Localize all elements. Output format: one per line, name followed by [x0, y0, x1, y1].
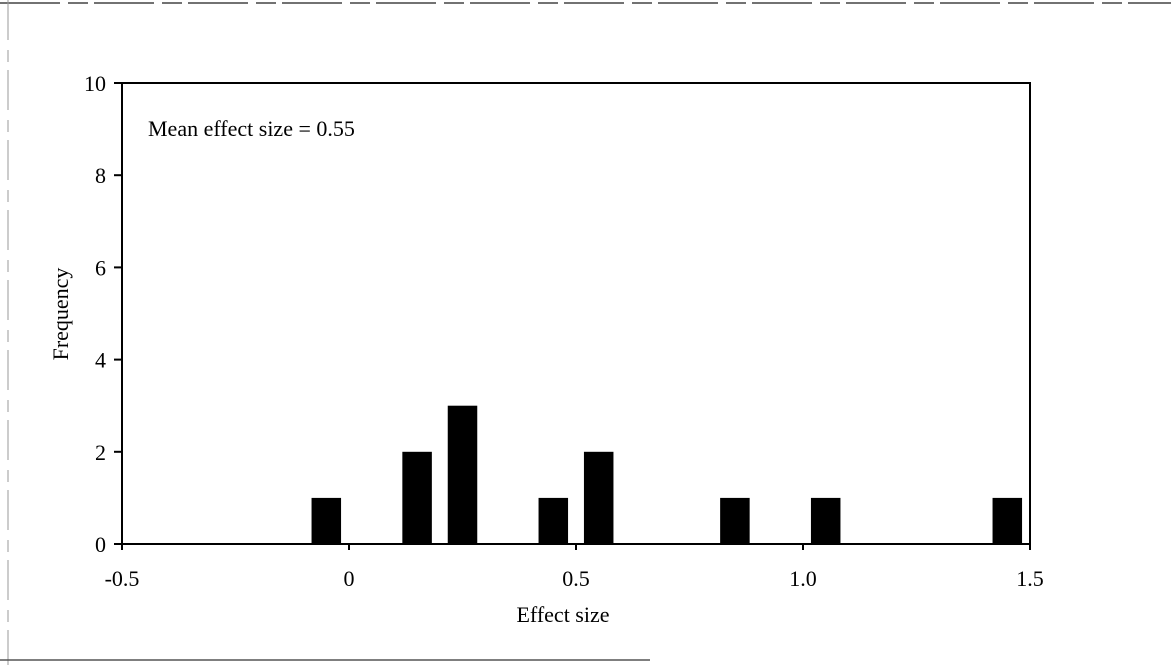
x-tick-label: 1.0 — [789, 566, 817, 591]
y-tick-label: 4 — [95, 348, 106, 373]
x-tick-label: 0 — [344, 566, 355, 591]
x-axis: -0.5 0 0.5 1.0 1.5 — [105, 544, 1044, 591]
histogram-bar — [311, 497, 342, 544]
y-tick-label: 6 — [95, 255, 106, 280]
histogram-bar — [402, 451, 432, 544]
plot-area-frame — [121, 82, 1031, 545]
histogram-bar — [992, 497, 1023, 544]
histogram-bar — [720, 497, 750, 544]
histogram-bar — [447, 405, 478, 544]
x-axis-label: Effect size — [516, 602, 609, 627]
y-axis: 0 2 4 6 8 10 — [84, 71, 122, 557]
bars-group — [311, 405, 1023, 544]
y-tick-label: 10 — [84, 71, 106, 96]
histogram-bar — [810, 497, 841, 544]
mean-annotation: Mean effect size = 0.55 — [148, 116, 355, 141]
histogram-bar — [538, 497, 569, 544]
x-tick-label: -0.5 — [105, 566, 140, 591]
y-tick-label: 2 — [95, 440, 106, 465]
histogram-bar — [583, 451, 614, 544]
x-tick-label: 0.5 — [562, 566, 590, 591]
y-tick-label: 8 — [95, 163, 106, 188]
y-axis-label: Frequency — [48, 268, 73, 361]
y-tick-label: 0 — [95, 532, 106, 557]
x-tick-label: 1.5 — [1016, 566, 1044, 591]
